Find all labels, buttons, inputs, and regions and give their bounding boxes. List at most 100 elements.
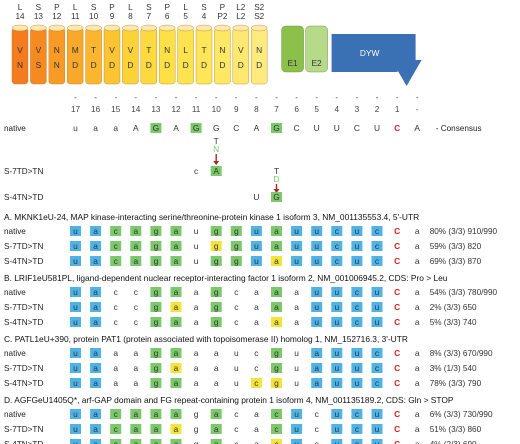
base-highlight	[90, 302, 102, 312]
s4-base-left: U	[253, 192, 259, 202]
dyw-domain	[331, 34, 422, 86]
base: a	[314, 363, 319, 373]
base-highlight	[271, 241, 282, 251]
native-base: a	[113, 123, 118, 133]
base-highlight	[371, 439, 383, 444]
base: u	[314, 226, 319, 236]
base-highlight	[271, 363, 282, 373]
motif-residue-bottom: N	[54, 60, 60, 70]
position-dash: -	[376, 93, 379, 102]
s7-base-highlight	[210, 166, 222, 176]
section-row-label: S-4TN>TD	[4, 318, 43, 327]
motif-cylinder	[30, 27, 47, 85]
base: a	[93, 256, 98, 266]
base: c	[375, 378, 379, 388]
position-dash: -	[275, 93, 278, 102]
base: a	[133, 378, 138, 388]
motif-type-label: S	[146, 3, 152, 12]
base-highlight	[271, 424, 282, 434]
base: a	[133, 363, 138, 373]
base-highlight	[250, 256, 262, 266]
base: c	[234, 439, 238, 444]
base-highlight	[150, 302, 162, 312]
motif-residue-top: T	[91, 45, 96, 55]
base-highlight	[210, 256, 222, 266]
base: u	[234, 378, 239, 388]
base-highlight	[170, 317, 182, 327]
motif-type-label: P	[164, 3, 170, 12]
section-row-label: native	[4, 227, 26, 236]
position-dash: -	[255, 93, 258, 102]
native-base: C	[394, 123, 400, 133]
s4-residue-bottom: D	[273, 174, 279, 184]
position-dash: -	[215, 93, 218, 102]
e1-domain	[281, 25, 304, 73]
motif-residue-top: L	[183, 45, 188, 55]
position-number: 9	[234, 105, 239, 114]
motif-cylinder-top	[232, 24, 250, 32]
base: a	[133, 348, 138, 358]
motif-residue-top: V	[109, 45, 115, 55]
section-row-label: S-7TD>TN	[4, 242, 43, 251]
base: u	[194, 241, 199, 251]
base-highlight	[110, 424, 122, 434]
base-highlight	[331, 378, 343, 388]
base: a	[113, 363, 118, 373]
base: a	[214, 424, 219, 434]
motif-cylinder-top	[158, 24, 176, 32]
base: C	[394, 439, 400, 444]
native-base: U	[314, 123, 320, 133]
base: g	[234, 241, 239, 251]
base: a	[174, 348, 179, 358]
motif-type-label: S2	[254, 3, 264, 12]
base-highlight	[311, 241, 323, 251]
section-row-label: S-7TD>TN	[4, 364, 43, 373]
base: C	[394, 317, 400, 327]
consensus-label: - Consensus	[436, 124, 482, 133]
base: u	[73, 302, 78, 312]
motif-residue-top: V	[36, 45, 42, 55]
base: u	[314, 302, 319, 312]
editing-stat: 2% (3/3) 650	[430, 303, 477, 312]
base: a	[274, 241, 279, 251]
base-highlight	[90, 226, 102, 236]
base: a	[314, 378, 319, 388]
motif-cylinder-top	[66, 24, 84, 32]
base-highlight	[351, 241, 363, 251]
base-highlight	[271, 409, 282, 419]
base-highlight	[331, 241, 343, 251]
base-highlight	[271, 302, 282, 312]
base: a	[133, 226, 138, 236]
base: u	[355, 256, 360, 266]
base-highlight	[130, 241, 142, 251]
base-highlight	[230, 226, 242, 236]
position-number: 17	[71, 105, 81, 114]
base: u	[294, 378, 299, 388]
editing-stat: 80% (3/3) 910/990	[430, 227, 498, 236]
base-highlight	[170, 256, 182, 266]
motif-position-label: 6	[165, 12, 170, 21]
base: c	[234, 317, 238, 327]
base: a	[174, 363, 179, 373]
base-highlight	[110, 409, 122, 419]
base: C	[394, 424, 400, 434]
base-highlight	[90, 378, 102, 388]
base-highlight	[110, 439, 122, 444]
motif-residue-bottom: D	[201, 60, 207, 70]
base: a	[214, 378, 219, 388]
base: u	[73, 348, 78, 358]
base: a	[214, 348, 219, 358]
base: c	[234, 302, 238, 312]
base: u	[355, 348, 360, 358]
position-number: -	[416, 105, 419, 114]
position-number: 5	[314, 105, 319, 114]
base: u	[375, 424, 380, 434]
base: c	[375, 226, 379, 236]
base: c	[375, 348, 379, 358]
base: a	[93, 317, 98, 327]
base-highlight	[150, 226, 162, 236]
base: c	[234, 424, 238, 434]
base: u	[254, 256, 259, 266]
base: a	[93, 363, 98, 373]
native-base: G	[273, 123, 280, 133]
